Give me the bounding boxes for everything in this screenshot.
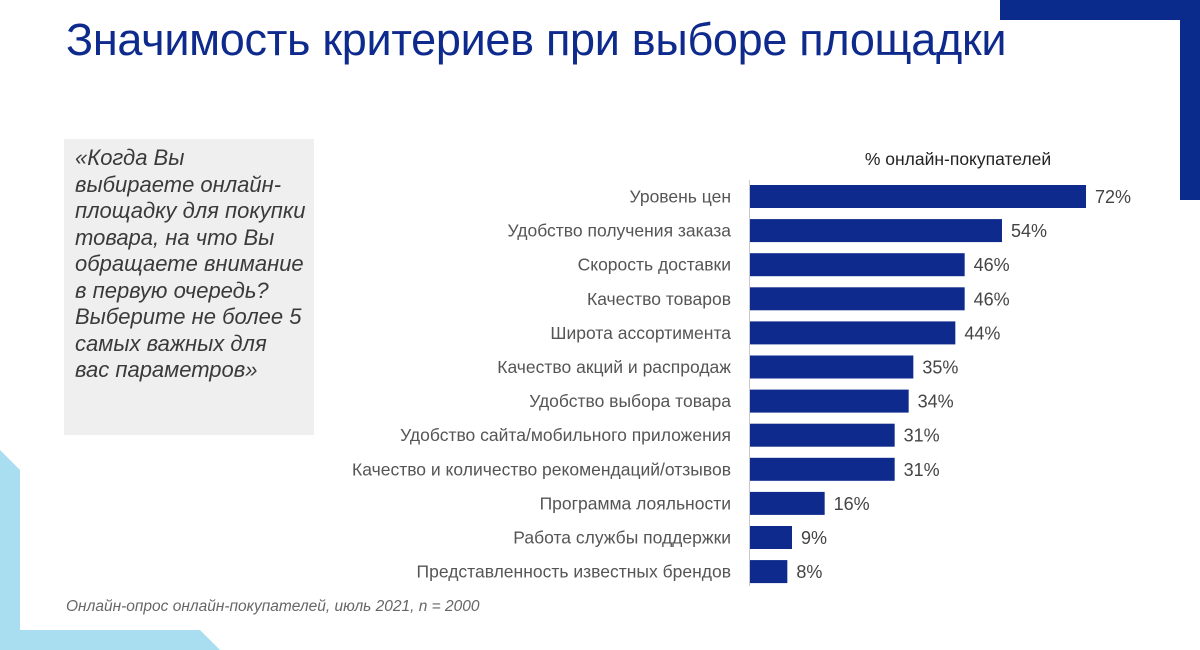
value-label: 34% bbox=[918, 392, 954, 412]
category-label: Качество акций и распродаж bbox=[497, 357, 731, 377]
question-box: «Когда Вы выбираете онлайн-площадку для … bbox=[64, 139, 314, 435]
category-label: Качество товаров bbox=[587, 289, 731, 309]
bar bbox=[750, 423, 895, 447]
bar bbox=[750, 526, 792, 549]
value-label: 72% bbox=[1095, 187, 1131, 207]
bar bbox=[750, 253, 965, 277]
value-label: 46% bbox=[974, 289, 1010, 309]
chart-title: % онлайн-покупателей bbox=[865, 149, 1051, 169]
bar bbox=[750, 389, 909, 413]
bar bbox=[750, 560, 788, 584]
category-label: Широта ассортимента bbox=[550, 323, 731, 343]
bar bbox=[750, 185, 1086, 208]
bar bbox=[750, 355, 914, 379]
value-label: 35% bbox=[922, 358, 958, 378]
category-label: Представленность известных брендов bbox=[417, 562, 731, 582]
value-label: 31% bbox=[904, 460, 940, 480]
page-title: Значимость критериев при выборе площадки bbox=[66, 14, 1007, 65]
value-label: 9% bbox=[801, 528, 827, 548]
value-label: 8% bbox=[796, 562, 822, 582]
value-label: 16% bbox=[834, 494, 870, 514]
category-label: Уровень цен bbox=[630, 187, 732, 207]
bar bbox=[750, 321, 956, 345]
category-label: Удобство получения заказа bbox=[508, 221, 732, 241]
category-label: Скорость доставки bbox=[578, 255, 731, 275]
top-right-corner-shape bbox=[1000, 0, 1200, 200]
category-label: Удобство сайта/мобильного приложения bbox=[400, 425, 731, 445]
category-label: Программа лояльности bbox=[540, 493, 731, 513]
value-label: 46% bbox=[974, 255, 1010, 275]
bar bbox=[750, 219, 1002, 243]
bar bbox=[750, 287, 965, 311]
category-label: Работа службы поддержки bbox=[513, 528, 731, 548]
category-label: Удобство выбора товара bbox=[529, 391, 731, 411]
bar bbox=[750, 457, 895, 481]
chart-bars: Уровень цен 72% Удобство получения заказа 5… bbox=[352, 185, 1131, 584]
value-label: 31% bbox=[904, 426, 940, 446]
bottom-left-corner-shape bbox=[0, 450, 220, 650]
value-label: 54% bbox=[1011, 221, 1047, 241]
value-label: 44% bbox=[964, 323, 1000, 343]
bar bbox=[750, 491, 825, 515]
footnote: Онлайн-опрос онлайн-покупателей, июль 20… bbox=[66, 598, 480, 615]
question-text: «Когда Вы выбираете онлайн-площадку для … bbox=[75, 145, 306, 382]
category-label: Качество и количество рекомендаций/отзыв… bbox=[352, 459, 731, 479]
